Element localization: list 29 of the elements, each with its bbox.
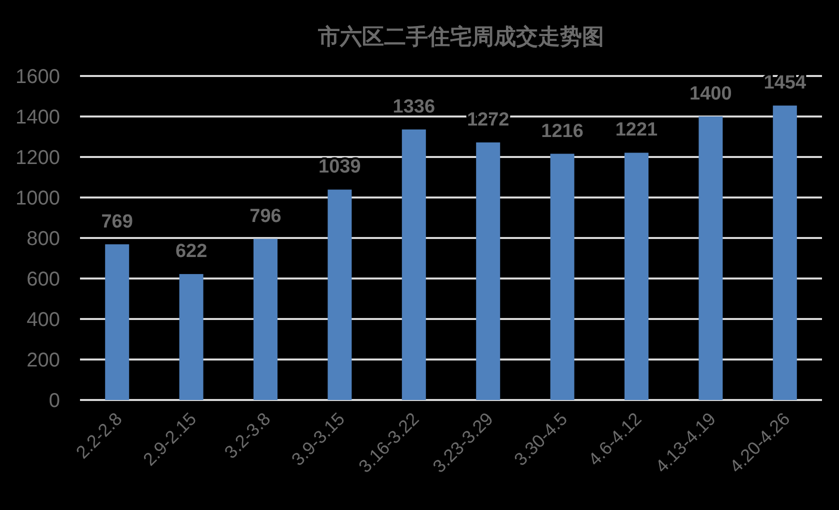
data-label: 1336 xyxy=(392,96,436,118)
data-label: 1216 xyxy=(541,120,584,142)
bar xyxy=(772,106,797,400)
data-label: 622 xyxy=(175,241,208,262)
y-tick-label: 600 xyxy=(26,268,60,290)
bar xyxy=(254,238,278,400)
y-tick-label: 1000 xyxy=(16,188,60,210)
y-tick-label: 400 xyxy=(26,309,60,331)
data-label: 1400 xyxy=(690,84,732,104)
y-tick-label: 200 xyxy=(26,350,60,372)
data-label: 1039 xyxy=(318,156,361,178)
y-tick-label: 1200 xyxy=(16,147,60,169)
data-label: 1221 xyxy=(615,120,658,141)
bar xyxy=(328,190,352,400)
y-tick-label: 0 xyxy=(48,390,60,412)
bar xyxy=(476,142,500,400)
y-tick-label: 1400 xyxy=(16,106,60,128)
bar xyxy=(402,129,426,400)
data-label: 1454 xyxy=(764,72,806,94)
bar xyxy=(624,152,648,400)
chart-title: 市六区二手住宅周成交走势图 xyxy=(317,24,604,49)
y-tick-label: 1600 xyxy=(16,66,60,88)
data-label: 769 xyxy=(101,211,133,232)
bar xyxy=(179,274,204,400)
bar xyxy=(550,154,574,400)
bar xyxy=(698,116,723,400)
data-label: 796 xyxy=(250,206,282,227)
bar xyxy=(105,244,130,400)
y-tick-label: 800 xyxy=(26,228,60,250)
